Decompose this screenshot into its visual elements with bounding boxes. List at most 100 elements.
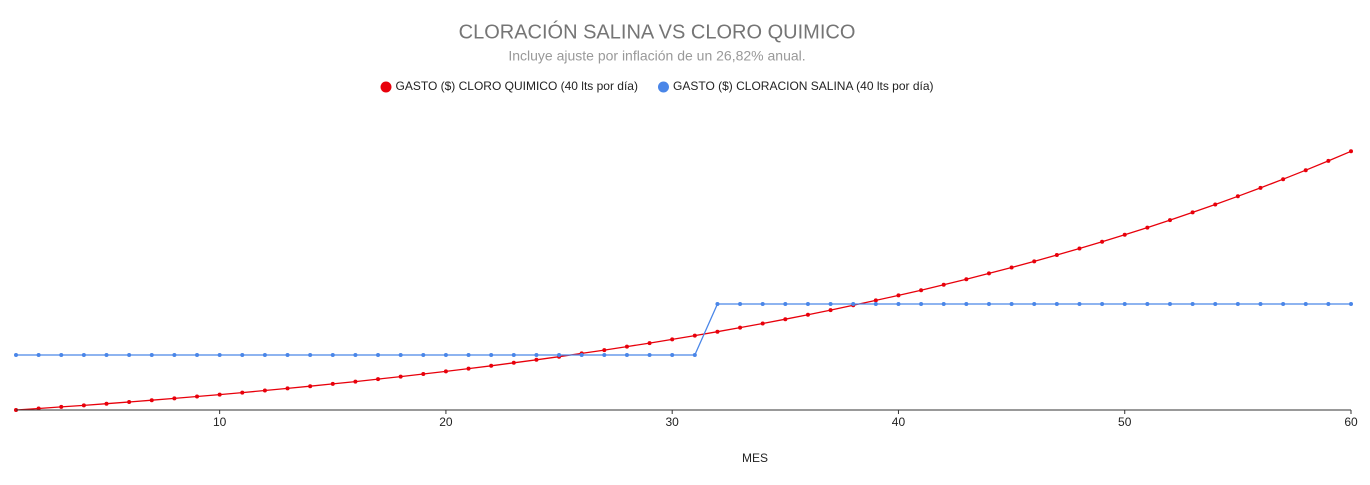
data-point xyxy=(104,401,109,406)
data-point xyxy=(466,353,471,357)
data-point xyxy=(376,353,381,357)
data-point xyxy=(262,353,267,357)
data-point xyxy=(1145,302,1150,306)
data-point xyxy=(1009,265,1014,270)
data-point xyxy=(1145,225,1150,230)
data-point xyxy=(896,293,901,298)
data-point xyxy=(1258,302,1263,306)
data-point xyxy=(647,341,652,346)
legend-marker xyxy=(657,81,669,93)
data-point xyxy=(1213,202,1218,207)
data-point xyxy=(534,357,539,362)
data-point xyxy=(715,302,720,306)
data-point xyxy=(1213,302,1218,306)
data-point xyxy=(828,308,833,313)
data-point xyxy=(647,353,652,357)
data-point xyxy=(398,374,403,379)
data-point xyxy=(1032,302,1037,306)
chart-title: CLORACIÓN SALINA VS CLORO QUIMICO xyxy=(459,20,856,43)
data-point xyxy=(421,353,426,357)
data-point xyxy=(195,353,200,357)
data-point xyxy=(240,390,245,395)
data-point xyxy=(1054,253,1059,257)
data-point xyxy=(670,353,675,357)
data-point xyxy=(986,271,991,276)
data-point xyxy=(149,353,154,357)
data-point xyxy=(443,369,448,374)
data-point xyxy=(262,388,267,393)
data-point xyxy=(421,372,426,376)
data-point xyxy=(81,353,86,357)
data-point xyxy=(783,317,788,322)
data-point xyxy=(195,394,200,399)
data-point xyxy=(760,302,765,306)
data-point xyxy=(1190,302,1195,306)
data-point xyxy=(172,396,177,401)
data-point xyxy=(624,344,629,349)
data-point xyxy=(896,302,901,306)
chart-subtitle: Incluye ajuste por inflación de un 26,82… xyxy=(508,48,805,64)
data-point xyxy=(1349,149,1353,154)
data-point xyxy=(489,363,494,368)
x-tick-label: 20 xyxy=(439,415,453,429)
x-axis-title: MES xyxy=(742,451,768,465)
data-point xyxy=(1349,302,1353,306)
x-tick-label: 60 xyxy=(1344,415,1358,429)
data-point xyxy=(760,321,765,326)
data-point xyxy=(1190,210,1195,215)
data-point xyxy=(964,277,969,282)
data-point xyxy=(1122,232,1127,237)
data-point xyxy=(873,298,878,303)
data-point xyxy=(1303,302,1308,306)
data-point xyxy=(1032,259,1037,264)
data-point xyxy=(149,398,154,403)
data-point xyxy=(353,353,358,357)
data-point xyxy=(1167,218,1172,223)
data-point xyxy=(330,353,335,357)
data-point xyxy=(534,353,539,357)
data-point xyxy=(1077,302,1082,306)
data-point xyxy=(692,353,697,357)
data-point xyxy=(805,302,810,306)
data-point xyxy=(715,329,720,334)
x-tick-label: 50 xyxy=(1118,415,1132,429)
data-point xyxy=(738,325,743,330)
data-point xyxy=(285,353,290,357)
data-point xyxy=(602,353,607,357)
x-tick-label: 10 xyxy=(213,415,227,429)
data-point xyxy=(986,302,991,306)
data-point xyxy=(330,381,335,386)
data-point xyxy=(670,337,675,342)
data-point xyxy=(511,360,516,365)
data-point xyxy=(308,353,313,357)
data-point xyxy=(738,302,743,306)
x-tick-label: 40 xyxy=(892,415,906,429)
data-point xyxy=(1258,185,1263,190)
data-point xyxy=(1281,302,1286,306)
data-point xyxy=(511,353,516,357)
data-point xyxy=(873,302,878,306)
data-point xyxy=(443,353,448,357)
data-point xyxy=(308,384,313,389)
data-point xyxy=(59,353,64,357)
data-point xyxy=(692,333,697,338)
data-point xyxy=(466,366,471,371)
data-point xyxy=(353,379,358,384)
data-point xyxy=(828,302,833,306)
data-point xyxy=(557,353,562,357)
data-point xyxy=(1054,302,1059,306)
legend-label: GASTO ($) CLORACION SALINA (40 lts por d… xyxy=(673,79,934,93)
data-point xyxy=(624,353,629,357)
series-line xyxy=(16,303,1351,356)
data-point xyxy=(783,302,788,306)
data-point xyxy=(805,312,810,317)
data-point xyxy=(240,353,245,357)
data-point xyxy=(1077,246,1082,251)
data-point xyxy=(1235,194,1240,199)
legend-marker xyxy=(380,81,392,93)
data-point xyxy=(1326,158,1331,163)
data-point xyxy=(1100,239,1105,244)
data-point xyxy=(602,348,607,353)
